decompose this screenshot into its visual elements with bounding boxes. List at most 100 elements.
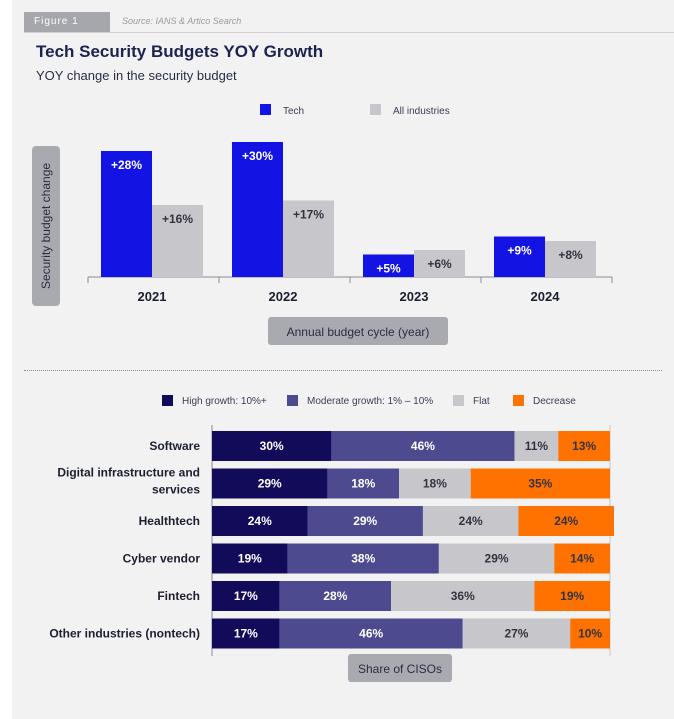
segment-healthtech-0 (212, 506, 308, 536)
segment-label: 13% (572, 439, 596, 453)
chart-subtitle: YOY change in the security budget (36, 68, 237, 83)
segment-label: 18% (351, 477, 375, 491)
source-note: Source: IANS & Artico Search (122, 16, 242, 26)
legend-label: Decrease (533, 396, 576, 407)
segment-software-0 (212, 431, 332, 461)
x-tick-label: 2024 (531, 289, 561, 304)
segment-label: 46% (359, 627, 383, 641)
category-label: Other industries (nontech) (49, 627, 200, 641)
segment-fintech-3 (534, 581, 610, 611)
data-label: +9% (507, 244, 532, 258)
segment-label: 35% (528, 477, 552, 491)
segment-cyber-vendor-3 (554, 543, 610, 574)
data-label: +8% (558, 248, 583, 262)
x-tick-label: 2022 (269, 289, 298, 304)
x-tick-label: 2023 (400, 289, 429, 304)
segment-cyber-vendor-2 (438, 543, 555, 574)
legend-swatch-tech (260, 104, 271, 115)
segment-digital-infrastructure-and-services-1 (327, 468, 400, 499)
legend-label: Moderate growth: 1% – 10% (307, 396, 433, 407)
x-axis-label-box (348, 654, 452, 682)
legend-swatch-1 (287, 395, 298, 406)
segment-label: 14% (570, 552, 594, 566)
segment-label: 30% (260, 439, 284, 453)
data-label: +16% (162, 212, 193, 226)
bar-tech-2021 (101, 151, 152, 277)
segment-label: 17% (234, 589, 258, 603)
segment-other-industries-nontech-0 (212, 618, 280, 649)
legend-label: Tech (283, 106, 304, 117)
segment-healthtech-1 (307, 506, 423, 536)
legend-label: Flat (473, 396, 490, 407)
category-label: Cyber vendor (123, 552, 201, 566)
segment-healthtech-2 (422, 506, 519, 536)
bar-tech-2022 (232, 142, 283, 277)
x-axis-label: Annual budget cycle (year) (287, 325, 430, 339)
bar-all-industries-2022 (283, 200, 334, 277)
category-label-line-1: Digital infrastructure and (57, 466, 200, 480)
section-divider (24, 370, 662, 371)
segment-label: 19% (238, 552, 262, 566)
segment-healthtech-3 (518, 506, 614, 536)
segment-label: 11% (525, 439, 549, 453)
segment-cyber-vendor-1 (287, 543, 439, 574)
legend-swatch-0 (162, 395, 173, 406)
y-axis-label-box (32, 146, 60, 306)
segment-digital-infrastructure-and-services-3 (470, 468, 610, 499)
bar-all-industries-2023 (414, 250, 465, 277)
segment-digital-infrastructure-and-services-0 (212, 468, 328, 499)
segment-fintech-0 (212, 581, 280, 611)
legend-swatch-all-industries (370, 104, 381, 115)
segment-label: 18% (423, 477, 447, 491)
segment-label: 29% (485, 552, 509, 566)
segment-label: 17% (234, 627, 258, 641)
segment-cyber-vendor-0 (212, 543, 288, 574)
segment-label: 46% (411, 439, 435, 453)
bar-tech-2024 (494, 236, 545, 277)
x-axis-label: Share of CISOs (358, 662, 442, 676)
segment-software-2 (514, 431, 559, 461)
y-axis-label: Security budget change (39, 163, 53, 289)
segment-label: 24% (459, 514, 483, 528)
segment-fintech-2 (391, 581, 535, 611)
segment-label: 29% (258, 477, 282, 491)
data-label: +30% (242, 149, 273, 163)
yoy-bar-chart: Tech All industries Security budget change… (32, 104, 613, 345)
top-rule (24, 32, 674, 33)
segment-software-1 (331, 431, 515, 461)
segment-label: 38% (351, 552, 375, 566)
segment-label: 24% (248, 514, 272, 528)
segment-label: 24% (554, 514, 578, 528)
segment-label: 36% (451, 589, 475, 603)
segment-label: 10% (578, 627, 602, 641)
data-label: +5% (376, 262, 401, 276)
legend-swatch-2 (453, 395, 464, 406)
segment-fintech-1 (279, 581, 392, 611)
category-label: Healthtech (139, 514, 200, 528)
segment-label: 27% (504, 627, 528, 641)
data-label: +17% (293, 208, 324, 222)
legend-label: High growth: 10%+ (182, 396, 267, 407)
category-label: Fintech (157, 589, 200, 603)
figure-label: Figure 1 (24, 12, 110, 32)
segment-label: 28% (323, 589, 347, 603)
segment-label: 19% (560, 589, 584, 603)
segment-digital-infrastructure-and-services-2 (399, 468, 471, 499)
x-tick-label: 2021 (138, 289, 167, 304)
legend-swatch-3 (513, 395, 524, 406)
bar-tech-2023 (363, 254, 414, 277)
x-axis-label-box (268, 317, 448, 345)
ciso-stacked-bar-chart: High growth: 10%+ Moderate growth: 1% – 1… (49, 395, 614, 682)
category-label-line-2: services (152, 483, 200, 497)
segment-label: 29% (353, 514, 377, 528)
data-label: +28% (111, 158, 142, 172)
category-label: Software (149, 439, 200, 453)
chart-title: Tech Security Budgets YOY Growth (36, 42, 324, 61)
bar-all-industries-2021 (152, 205, 203, 277)
legend-label: All industries (393, 106, 450, 117)
segment-other-industries-nontech-2 (462, 618, 571, 649)
segment-other-industries-nontech-3 (570, 618, 610, 649)
bar-all-industries-2024 (545, 241, 596, 277)
segment-other-industries-nontech-1 (279, 618, 463, 649)
